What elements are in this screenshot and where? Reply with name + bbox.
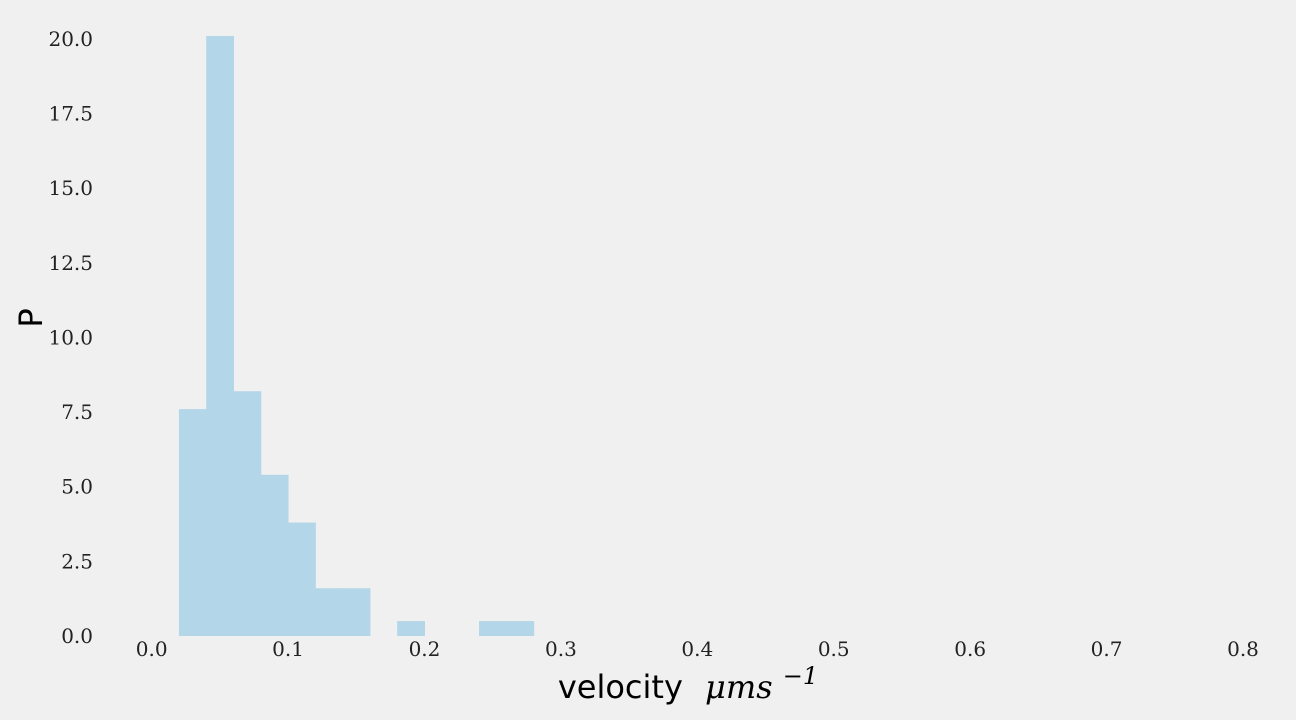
x-tick-labels: 0.0 0.1 0.2 0.3 0.4 0.5 0.6 0.7 0.8 [136,637,1259,661]
histogram-bar-1 [206,35,234,636]
bars-layer [178,35,535,636]
x-tick-label: 0.5 [818,637,850,661]
y-tick-label: 20.0 [48,27,93,51]
histogram-bar-12 [506,621,535,636]
x-tick-label: 0.4 [681,637,713,661]
histogram-bar-3 [260,474,289,636]
x-axis-label-exponent: −1 [783,662,818,690]
histogram-bar-8 [397,621,425,636]
histogram-bar-4 [288,522,316,636]
y-tick-label: 12.5 [48,251,93,275]
x-axis-label-unit: μms [705,668,773,706]
x-tick-label: 0.6 [954,637,986,661]
x-tick-label: 0.8 [1227,637,1259,661]
x-tick-label: 0.3 [545,637,577,661]
y-tick-label: 7.5 [61,400,93,424]
x-tick-label: 0.1 [272,637,304,661]
y-tick-label: 10.0 [48,325,93,349]
histogram-bar-5 [315,588,344,636]
y-tick-label: 2.5 [61,549,93,573]
x-axis-label: velocity μms −1 [558,662,818,706]
x-tick-label: 0.7 [1091,637,1123,661]
x-tick-label: 0.0 [136,637,168,661]
y-tick-labels: 0.0 2.5 5.0 7.5 10.0 12.5 15.0 17.5 20.0 [48,27,93,648]
histogram-bar-2 [233,391,262,636]
x-tick-label: 0.2 [409,637,441,661]
y-tick-label: 17.5 [48,102,93,126]
histogram-bar-6 [342,588,371,636]
y-tick-label: 5.0 [61,475,93,499]
y-tick-label: 15.0 [48,176,93,200]
x-axis-label-text: velocity [558,668,683,706]
histogram-bar-0 [178,409,207,636]
y-tick-label: 0.0 [61,624,93,648]
histogram-bar-11 [479,621,507,636]
y-axis-label: P [12,308,50,327]
